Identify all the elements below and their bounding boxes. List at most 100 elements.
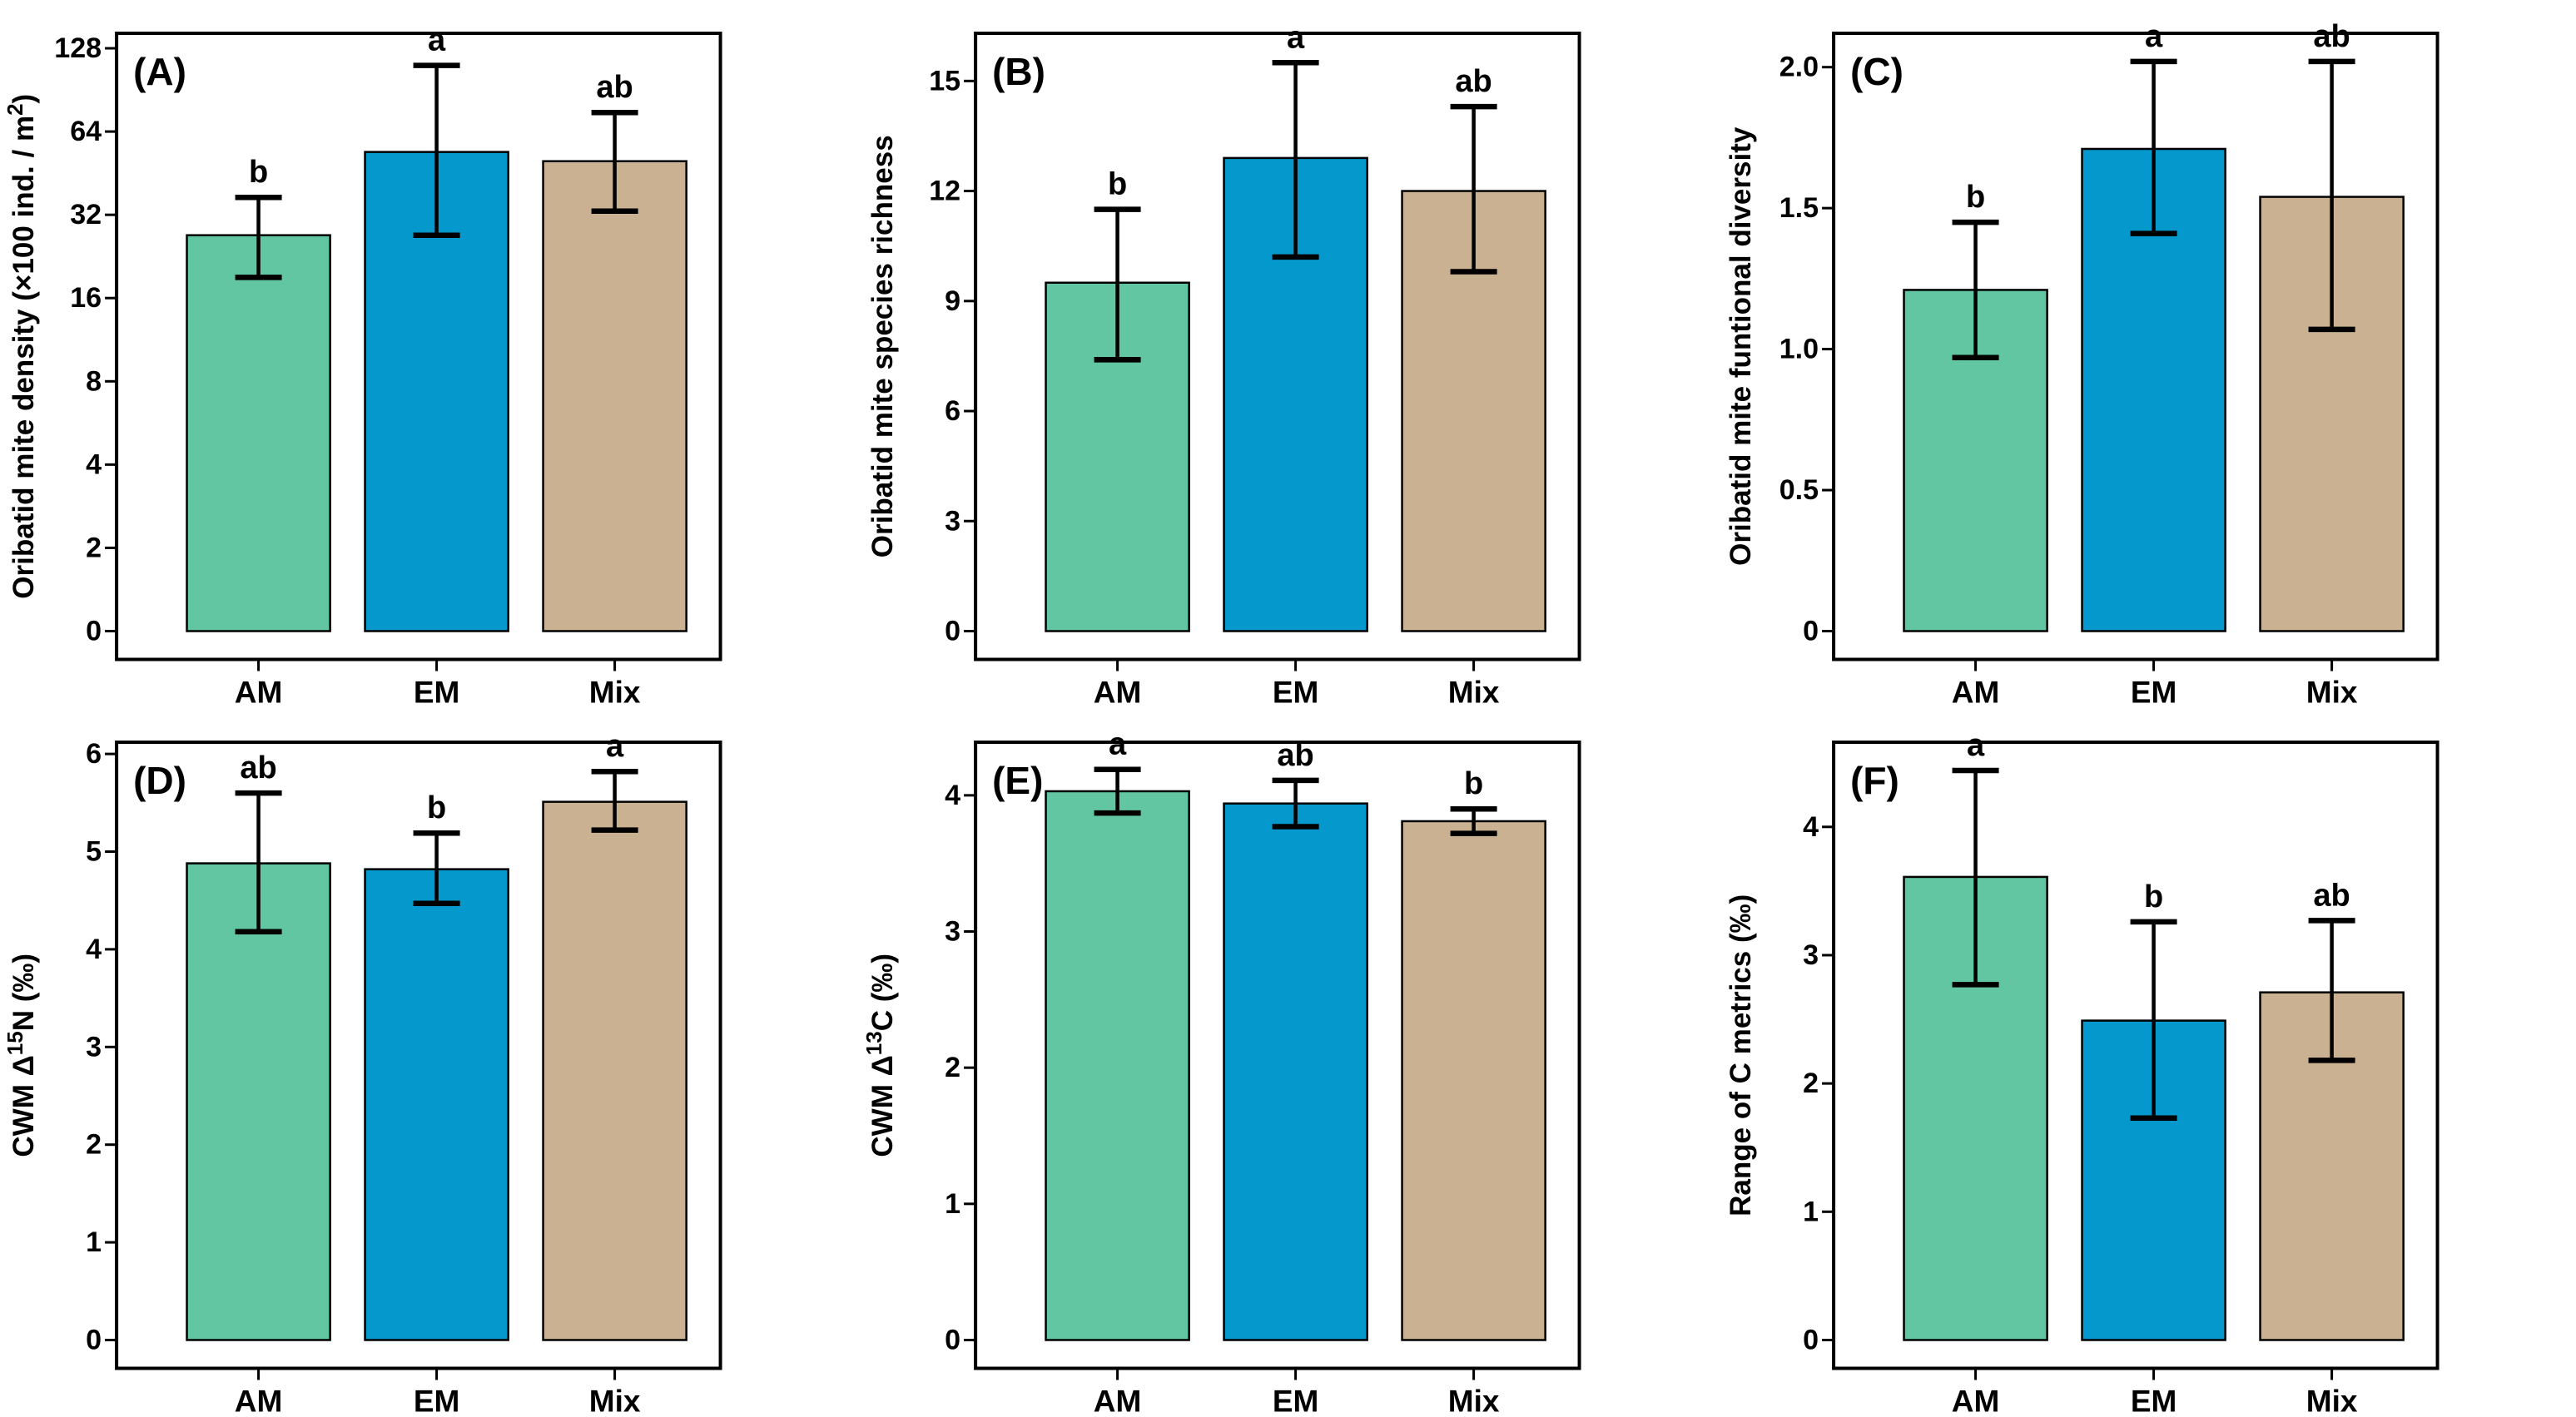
y-axis-title: Oribatid mite species richness	[866, 135, 899, 557]
x-axis-category-label: Mix	[589, 1383, 641, 1417]
x-axis-category-label: Mix	[1447, 675, 1499, 709]
panel-B: 0 3 6 9 12 15 b AM a EM ab Mix (B) Oribatid mite spec…	[859, 0, 1718, 709]
x-axis-category-label: EM	[414, 675, 460, 709]
y-axis-tick-label: 0	[945, 1324, 960, 1355]
chart-panel-svg: 0 2 4 8 16 32 64 128 b AM a EM ab Mix (A) Oribatid mite…	[2, 23, 722, 709]
y-axis-tick-label: 16	[70, 282, 102, 314]
x-axis-category-label: AM	[1093, 675, 1141, 709]
y-axis-tick-label: 64	[70, 116, 102, 147]
x-axis-category-label: AM	[1952, 675, 2000, 709]
bar-mix	[1400, 820, 1546, 1341]
x-axis-category-label: Mix	[2306, 675, 2358, 709]
bar-mix	[542, 800, 687, 1341]
y-axis-title: CWM Δ13C (‰)	[861, 953, 899, 1157]
panel-letter: (C)	[1850, 50, 1903, 93]
y-axis-tick-label: 6	[945, 395, 960, 427]
y-axis-tick-label: 1.5	[1779, 192, 1819, 224]
bar-em	[2081, 1018, 2227, 1341]
significance-letter: a	[2145, 19, 2163, 54]
significance-letter: b	[427, 790, 446, 825]
x-axis-category-label: Mix	[589, 675, 641, 709]
y-axis-tick-label: 8	[86, 365, 102, 397]
significance-letter: b	[2144, 879, 2163, 914]
y-axis-tick-label: 1.0	[1779, 334, 1819, 365]
x-axis-category-label: EM	[414, 1383, 460, 1417]
y-axis-tick-label: 0	[86, 1324, 102, 1355]
y-axis-tick-label: 128	[54, 32, 102, 64]
panel-letter: (B)	[992, 50, 1045, 93]
panel-letter: (A)	[133, 50, 186, 93]
y-axis-tick-label: 2	[1803, 1068, 1819, 1099]
y-axis-tick-label: 0.5	[1779, 474, 1819, 506]
y-axis-tick-label: 2.0	[1779, 52, 1819, 83]
x-axis-category-label: Mix	[2306, 1383, 2358, 1417]
x-axis-category-label: EM	[2131, 675, 2177, 709]
panel-F: 0 1 2 3 4 a AM b EM ab Mix (F) Range of C metrics (‰…	[1717, 709, 2576, 1417]
panel-A: 0 2 4 8 16 32 64 128 b AM a EM ab Mix (A) Oribatid mite…	[0, 0, 859, 709]
y-axis-tick-label: 4	[86, 933, 102, 964]
y-axis-tick-label: 3	[945, 505, 960, 537]
y-axis-tick-label: 0	[1803, 615, 1819, 647]
y-axis-tick-label: 4	[945, 779, 960, 810]
y-axis-tick-label: 12	[929, 176, 960, 207]
significance-letter: a	[1967, 727, 1985, 762]
panel-letter: (D)	[133, 759, 186, 802]
plot-frame	[973, 32, 1581, 661]
y-axis-tick-label: 15	[929, 65, 960, 97]
y-axis-tick-label: 3	[86, 1031, 102, 1063]
significance-letter: ab	[596, 70, 633, 105]
y-axis-title: Oribatid mite funtional diversity	[1725, 126, 1757, 566]
significance-letter: ab	[2314, 19, 2350, 54]
y-axis-tick-label: 1	[86, 1226, 102, 1258]
x-axis-category-label: AM	[1093, 1383, 1141, 1417]
significance-letter: ab	[1455, 64, 1491, 99]
y-axis-tick-label: 2	[86, 532, 102, 563]
significance-letter: b	[1464, 766, 1483, 801]
significance-letter: a	[428, 23, 446, 58]
x-axis-category-label: AM	[235, 1383, 283, 1417]
y-axis-tick-label: 2	[86, 1128, 102, 1160]
x-axis-category-label: EM	[2131, 1383, 2177, 1417]
bar-em	[364, 867, 509, 1341]
panel-C: 0 0.5 1.0 1.5 2.0 b AM a EM ab Mix (C) Oribatid mite…	[1717, 0, 2576, 709]
bar-am	[1044, 790, 1190, 1341]
y-axis-tick-label: 1	[1803, 1196, 1819, 1227]
significance-letter: ab	[2314, 878, 2350, 913]
chart-panel-svg: 0 1 2 3 4 a AM b EM ab Mix (F) Range of C metrics (‰…	[1725, 727, 2440, 1417]
significance-letter: b	[1108, 167, 1127, 202]
y-axis-title: Range of C metrics (‰)	[1725, 894, 1757, 1216]
bar-am	[186, 234, 331, 632]
y-axis-tick-label: 0	[86, 615, 102, 647]
y-axis-title: Oribatid mite density (×100 ind. / m2)	[2, 94, 40, 599]
y-axis-tick-label: 9	[945, 285, 960, 317]
bar-am	[186, 861, 331, 1341]
x-axis-category-label: Mix	[1447, 1383, 1499, 1417]
chart-panel-svg: 0 0.5 1.0 1.5 2.0 b AM a EM ab Mix (C) Oribatid mite…	[1725, 19, 2440, 709]
y-axis-tick-label: 0	[945, 615, 960, 647]
significance-letter: a	[606, 729, 624, 764]
plot-frame	[1832, 32, 2440, 661]
x-axis-category-label: EM	[1272, 675, 1318, 709]
y-axis-tick-label: 6	[86, 738, 102, 770]
chart-panel-svg: 0 3 6 9 12 15 b AM a EM ab Mix (B) Oribatid mite spec…	[866, 20, 1581, 709]
y-axis-tick-label: 1	[945, 1187, 960, 1219]
bar-mix	[542, 160, 687, 632]
y-axis-tick-label: 0	[1803, 1324, 1819, 1355]
significance-letter: b	[249, 155, 268, 190]
plot-frame	[115, 740, 722, 1370]
y-axis-tick-label: 2	[945, 1052, 960, 1083]
x-axis-category-label: AM	[1952, 1383, 2000, 1417]
y-axis-title: CWM Δ15N (‰)	[2, 953, 40, 1157]
bar-em	[1222, 801, 1368, 1341]
plot-frame	[973, 740, 1581, 1370]
significance-letter: a	[1287, 20, 1305, 55]
x-axis-category-label: AM	[235, 675, 283, 709]
y-axis-tick-label: 3	[945, 915, 960, 947]
y-axis-tick-label: 5	[86, 835, 102, 867]
y-axis-tick-label: 4	[86, 448, 102, 480]
panel-E: 0 1 2 3 4 a AM ab EM b Mix (E) CWM Δ13C (‰)	[859, 709, 1718, 1417]
plot-frame	[115, 32, 722, 661]
y-axis-tick-label: 4	[1803, 810, 1819, 842]
